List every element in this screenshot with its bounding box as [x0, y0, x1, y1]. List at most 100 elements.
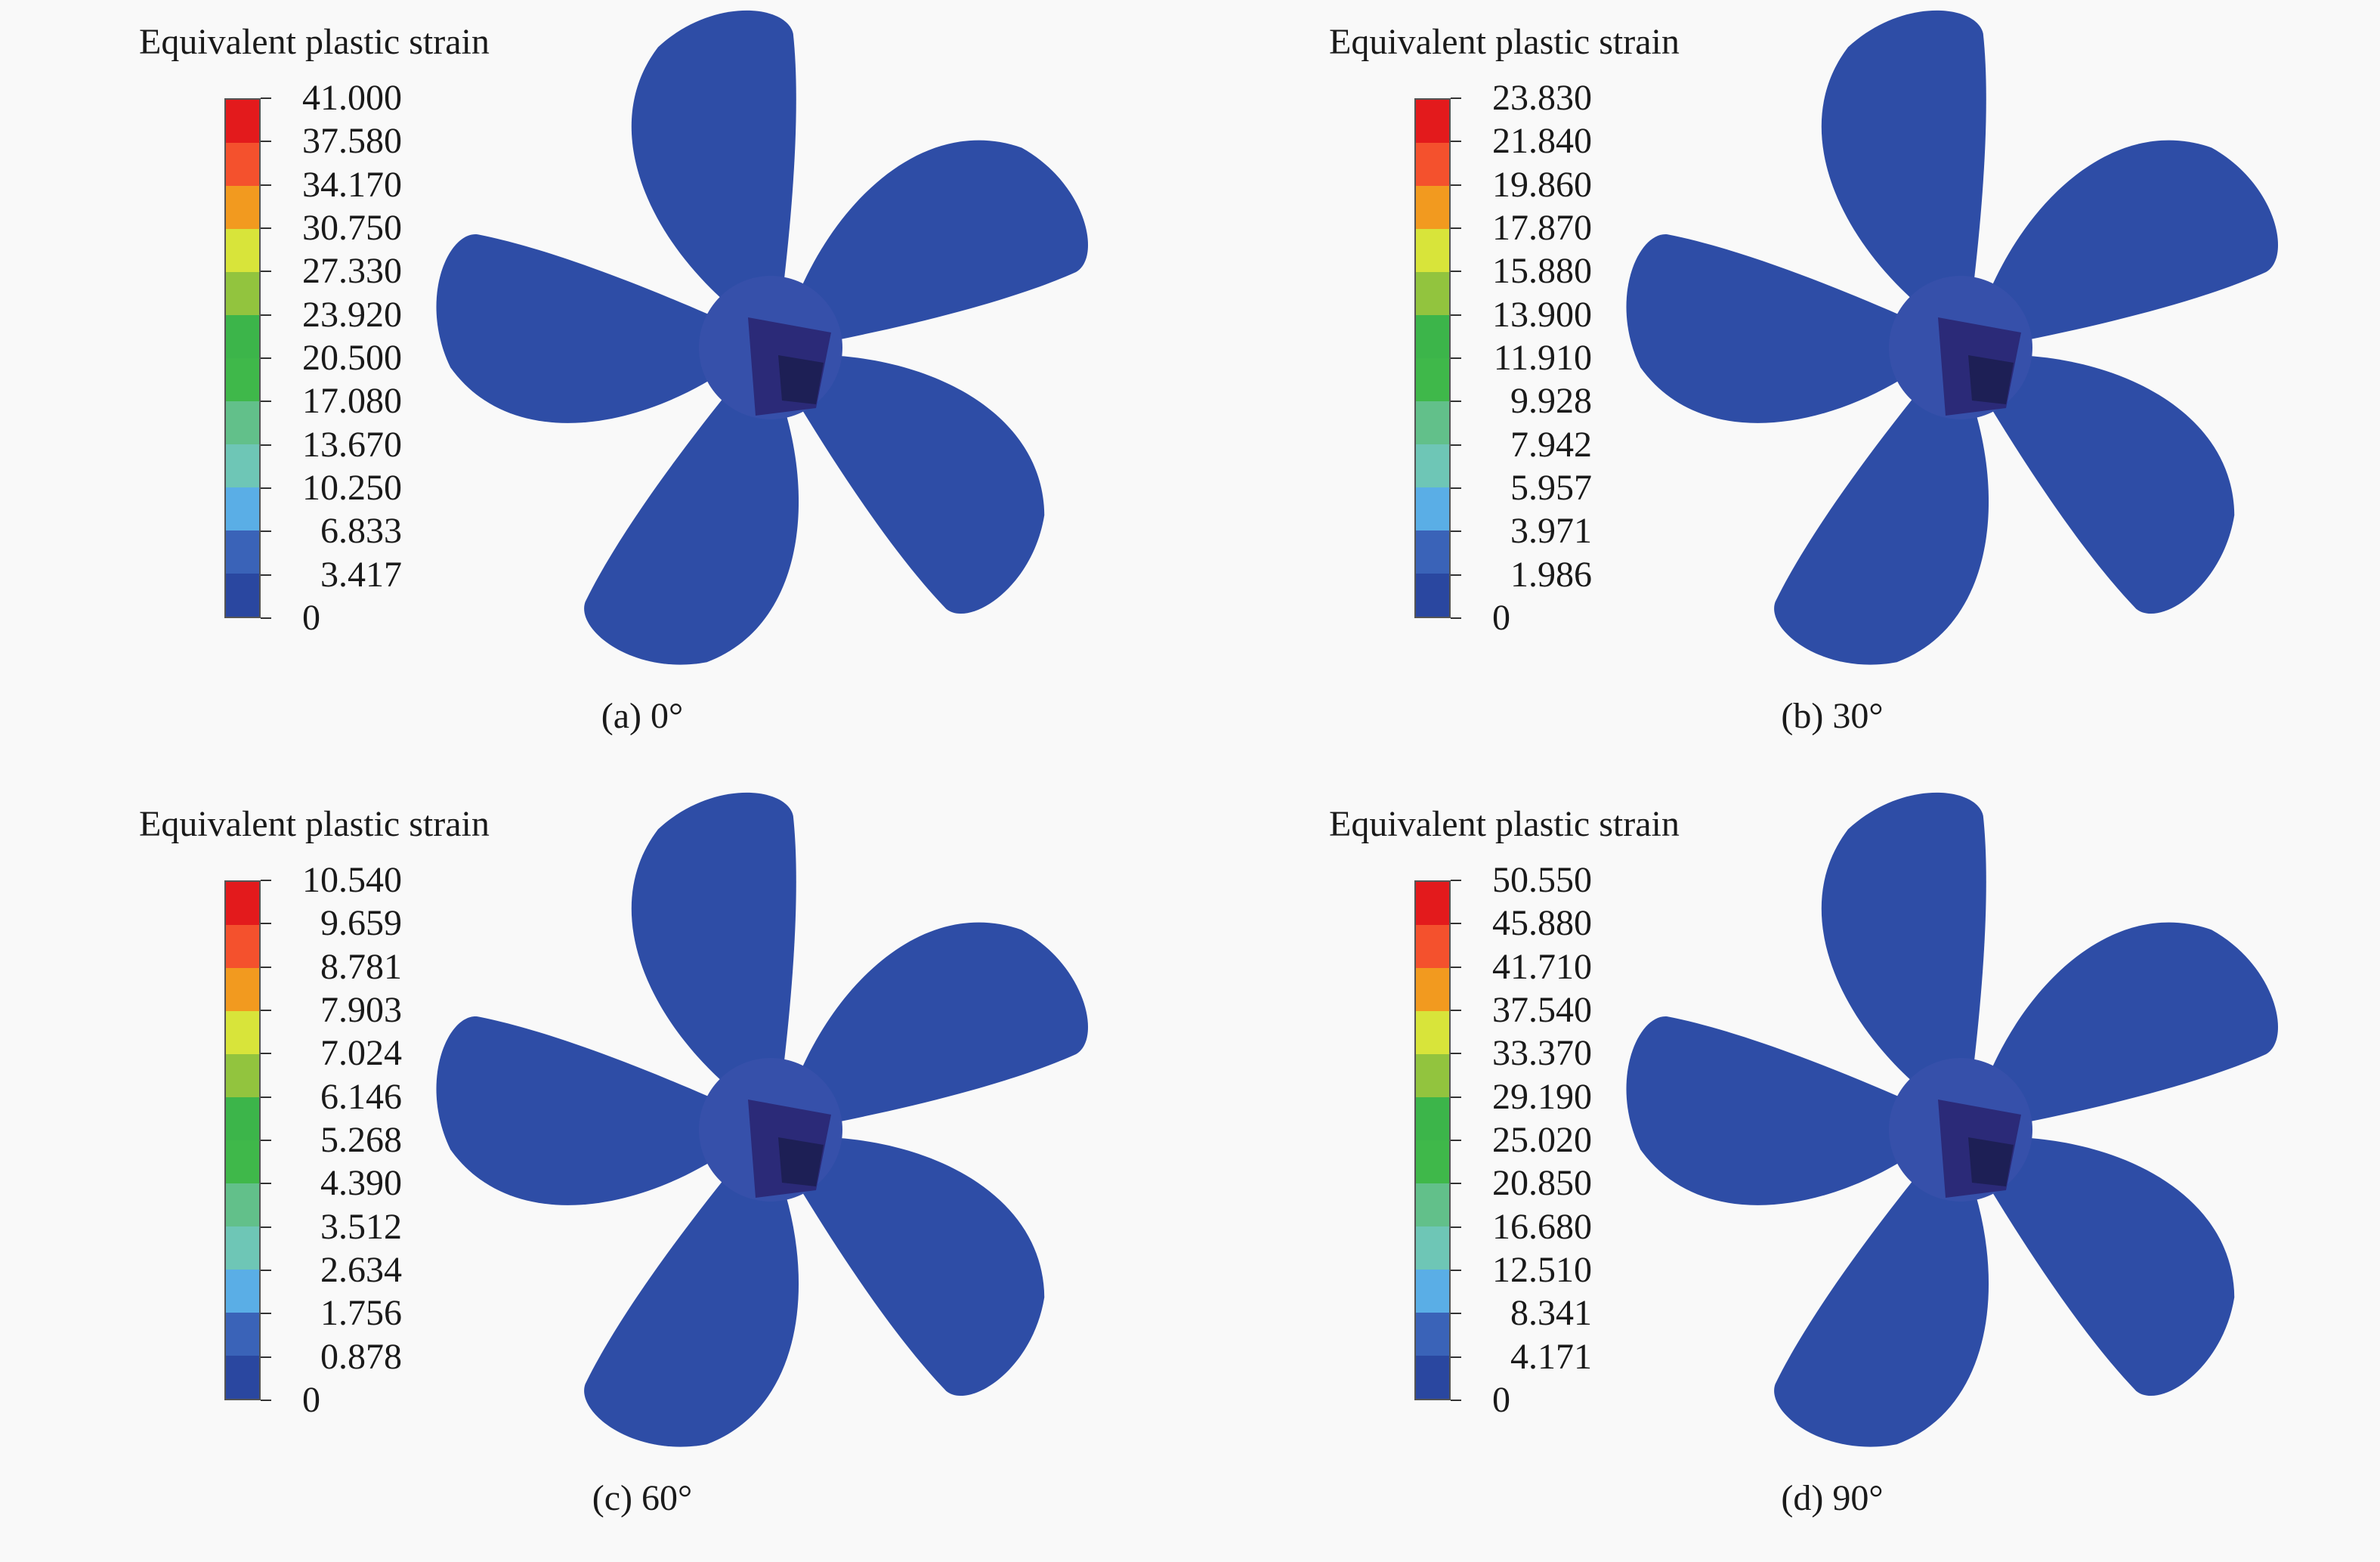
colorbar	[224, 98, 261, 618]
panel-caption: (d) 90°	[1781, 1478, 1884, 1518]
colorbar-tick	[261, 923, 271, 925]
colorbar-tick	[1451, 1226, 1461, 1228]
colorbar-tick-label: 17.080	[302, 381, 402, 422]
colorbar-tick	[261, 314, 271, 316]
colorbar-tick	[1451, 880, 1461, 881]
colorbar-segment	[226, 1011, 259, 1054]
colorbar-tick	[261, 444, 271, 446]
colorbar-segment	[1416, 574, 1449, 617]
colorbar-segment	[226, 1097, 259, 1140]
propeller-blade	[584, 370, 799, 665]
colorbar-tick-label: 25.020	[1492, 1120, 1592, 1160]
panel-caption: (c) 60°	[592, 1478, 693, 1518]
colorbar-tick-label: 8.341	[1510, 1293, 1592, 1334]
propeller-image	[436, 10, 1089, 665]
propeller-blade	[584, 1152, 799, 1447]
colorbar-segment	[1416, 1226, 1449, 1270]
colorbar-tick-label: 5.268	[320, 1120, 402, 1160]
colorbar-tick-label: 0	[1492, 598, 1510, 638]
colorbar-segment	[226, 444, 259, 487]
colorbar-tick-label: 13.900	[1492, 294, 1592, 335]
propeller-blade	[436, 234, 742, 423]
colorbar-segment	[226, 925, 259, 968]
colorbar-tick	[261, 1183, 271, 1185]
colorbar-tick-label: 23.830	[1492, 78, 1592, 118]
legend-title: Equivalent plastic strain	[1329, 22, 1680, 62]
colorbar-segment	[1416, 143, 1449, 186]
colorbar-segment	[226, 1313, 259, 1356]
propeller-blade	[631, 10, 796, 322]
colorbar-segment	[226, 530, 259, 574]
colorbar-segment	[1416, 1183, 1449, 1226]
colorbar-segment	[1416, 925, 1449, 968]
colorbar-tick-label: 3.512	[320, 1206, 402, 1247]
propeller-blade	[1821, 10, 1986, 322]
colorbar-tick-label: 5.957	[1510, 468, 1592, 508]
colorbar-segment	[226, 1183, 259, 1226]
colorbar-segment	[226, 574, 259, 617]
colorbar-tick	[1451, 1183, 1461, 1185]
colorbar-tick	[261, 574, 271, 576]
colorbar-tick	[261, 97, 271, 99]
colorbar-tick-label: 0	[302, 598, 320, 638]
propeller-shaft-bore	[1968, 355, 2014, 404]
colorbar-tick	[261, 966, 271, 968]
colorbar-segment	[226, 401, 259, 444]
colorbar-tick	[261, 1313, 271, 1315]
colorbar-tick	[1451, 1270, 1461, 1271]
colorbar-tick	[261, 1140, 271, 1141]
colorbar	[1414, 880, 1451, 1400]
colorbar-tick	[1451, 1313, 1461, 1315]
colorbar-segment	[226, 186, 259, 229]
colorbar-tick-label: 37.580	[302, 121, 402, 162]
propeller-blade	[1774, 1152, 1989, 1447]
colorbar-segment	[1416, 487, 1449, 530]
propeller-blade	[436, 1016, 742, 1205]
colorbar-tick	[1451, 923, 1461, 925]
colorbar-segment	[1416, 1054, 1449, 1097]
colorbar-tick-label: 7.942	[1510, 424, 1592, 465]
colorbar-segment	[1416, 100, 1449, 143]
propeller-blade	[1974, 354, 2235, 614]
propeller-blade	[789, 140, 1089, 347]
colorbar-tick-label: 23.920	[302, 294, 402, 335]
panel-0: Equivalent plastic strain 41.000 37.580 34.…	[0, 0, 1190, 780]
colorbar-tick	[1451, 574, 1461, 576]
colorbar-segment	[1416, 229, 1449, 272]
panel-2: Equivalent plastic strain 10.540 9.659 8.78…	[0, 782, 1190, 1562]
propeller-blade	[1774, 370, 1989, 665]
colorbar-tick	[1451, 617, 1461, 619]
panel-caption: (a) 0°	[601, 696, 684, 736]
propeller-blade	[1626, 234, 1932, 423]
colorbar-segment	[226, 1226, 259, 1270]
colorbar-tick-label: 6.146	[320, 1076, 402, 1117]
colorbar-tick	[1451, 227, 1461, 229]
colorbar-tick-label: 1.986	[1510, 554, 1592, 595]
propeller-shaft-bore	[778, 355, 824, 404]
propeller-image	[436, 792, 1089, 1447]
colorbar-tick-label: 0	[1492, 1380, 1510, 1420]
colorbar-segment	[1416, 1140, 1449, 1183]
colorbar-tick-label: 30.750	[302, 208, 402, 248]
colorbar-tick	[1451, 1096, 1461, 1098]
colorbar-segment	[226, 882, 259, 925]
colorbar-tick-label: 7.024	[320, 1033, 402, 1074]
colorbar-tick-label: 41.000	[302, 78, 402, 118]
colorbar-tick-label: 20.500	[302, 338, 402, 378]
propeller-blade	[1979, 922, 2279, 1129]
colorbar-segment	[226, 968, 259, 1011]
propeller-image	[1626, 792, 2279, 1447]
propeller-blade	[789, 922, 1089, 1129]
colorbar-tick-label: 3.417	[320, 554, 402, 595]
colorbar-tick-label: 41.710	[1492, 946, 1592, 987]
colorbar-tick-label: 9.659	[320, 903, 402, 944]
colorbar-segment	[1416, 444, 1449, 487]
colorbar-segment	[1416, 401, 1449, 444]
colorbar-tick-label: 4.390	[320, 1163, 402, 1204]
colorbar-tick-label: 27.330	[302, 251, 402, 292]
colorbar-tick	[1451, 184, 1461, 186]
colorbar-tick	[261, 880, 271, 881]
colorbar-segment	[1416, 882, 1449, 925]
colorbar-tick-label: 21.840	[1492, 121, 1592, 162]
colorbar-tick	[261, 141, 271, 143]
